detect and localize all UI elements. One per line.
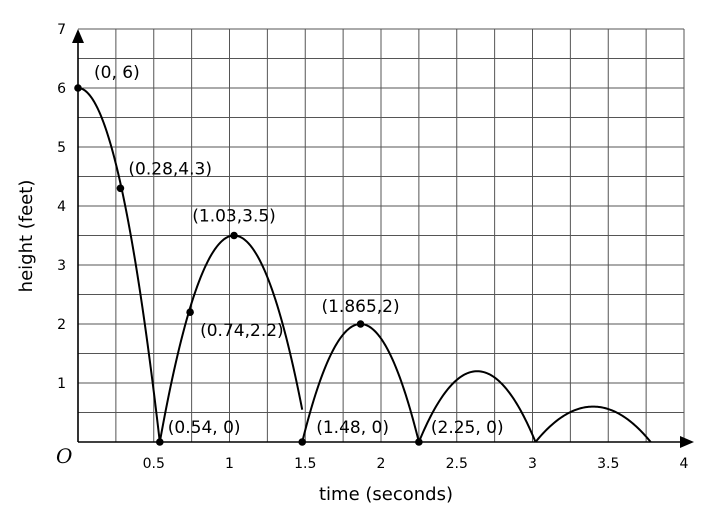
y-tick-label: 3 — [57, 258, 66, 274]
x-tick-label: 2.5 — [446, 456, 468, 472]
point-label: (1.865,2) — [321, 297, 399, 317]
y-tick-label: 6 — [57, 81, 66, 97]
data-point — [74, 84, 82, 92]
x-axis-arrow — [680, 436, 694, 448]
point-label: (0.74,2.2) — [200, 321, 284, 341]
point-label: (0, 6) — [94, 63, 140, 83]
x-tick-label: 3.5 — [597, 456, 619, 472]
data-point — [230, 231, 238, 240]
x-tick-label: 1 — [225, 456, 234, 472]
x-tick-label: 0.5 — [143, 456, 165, 472]
x-tick-label: 2 — [377, 456, 386, 472]
axes — [72, 29, 694, 448]
y-tick-labels: 1 2 3 4 5 6 7 — [57, 22, 66, 392]
y-tick-label: 4 — [57, 199, 66, 215]
data-point — [356, 320, 365, 328]
point-label: (1.48, 0) — [316, 418, 389, 438]
data-point — [186, 308, 194, 317]
y-tick-label: 2 — [57, 317, 66, 333]
point-label: (0.54, 0) — [168, 418, 241, 438]
x-tick-label: 3 — [528, 456, 537, 472]
y-axis-arrow — [72, 29, 84, 43]
x-axis-title: time (seconds) — [319, 484, 453, 505]
data-point — [156, 438, 164, 446]
data-point — [298, 438, 307, 446]
point-label: (1.03,3.5) — [192, 207, 276, 227]
x-tick-labels: 0.5 1 1.5 2 2.5 3 3.5 4 — [143, 456, 689, 472]
y-tick-label: 1 — [57, 376, 66, 392]
x-tick-label: 1.5 — [294, 456, 316, 472]
labeled-points: (0, 6) (0.28,4.3) (0.54, 0) (0.74,2.2) (1.03… — [74, 63, 504, 446]
y-axis-title: height (feet) — [16, 180, 37, 293]
y-tick-label: 7 — [57, 22, 66, 38]
bounce-arc — [417, 370, 537, 443]
point-label: (0.28,4.3) — [128, 159, 212, 179]
x-tick-label: 4 — [680, 456, 689, 472]
data-point — [116, 184, 125, 193]
bounce-arc — [77, 87, 161, 443]
y-tick-label: 5 — [57, 140, 66, 156]
data-point — [415, 438, 423, 446]
origin-label: O — [56, 444, 72, 468]
bounce-arc — [534, 405, 652, 443]
point-label: (2.25, 0) — [431, 418, 504, 438]
grid — [78, 28, 685, 442]
